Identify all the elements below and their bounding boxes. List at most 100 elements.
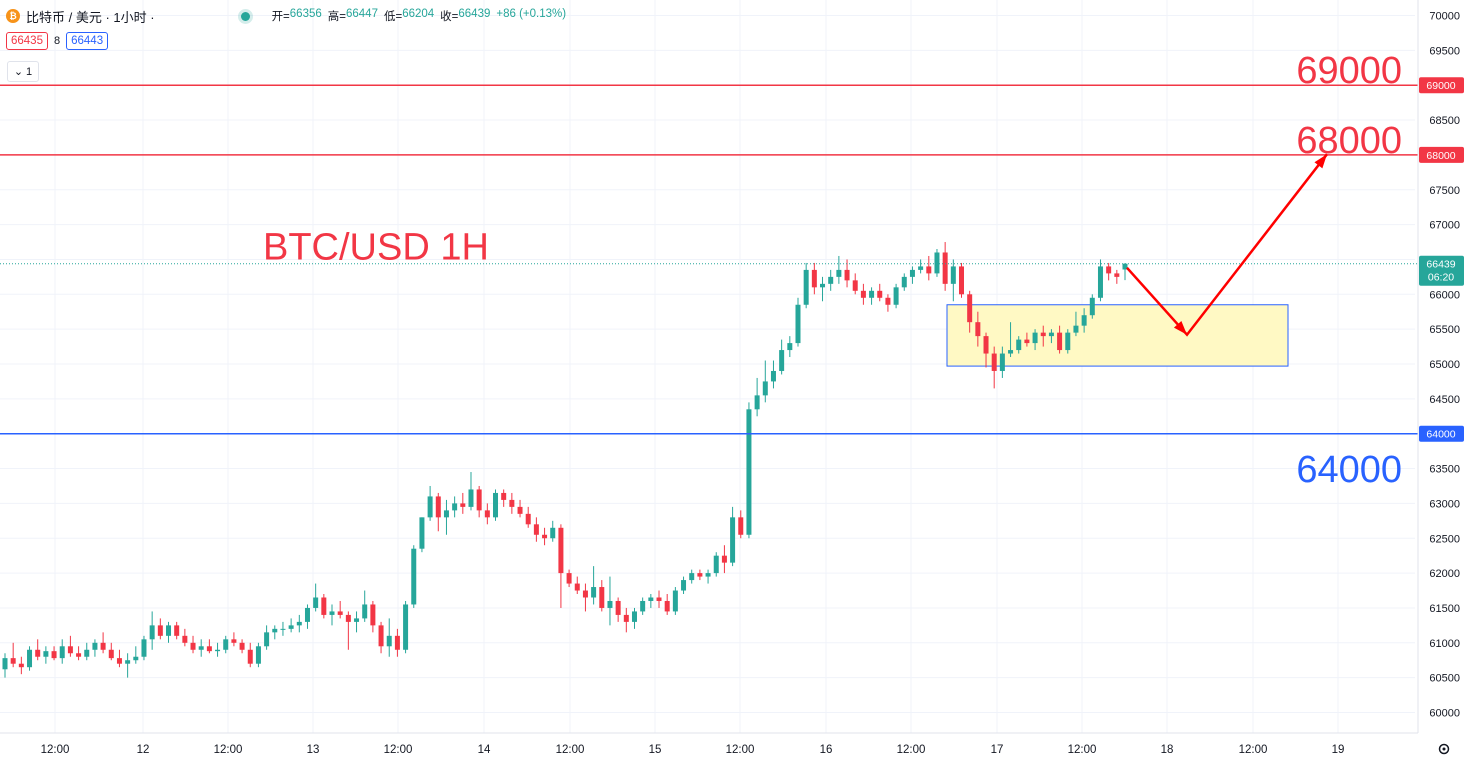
candle-body	[852, 280, 858, 291]
y-tick-label: 62000	[1429, 568, 1460, 580]
candle-body	[705, 573, 711, 577]
candle-body	[304, 607, 310, 622]
candle-body	[901, 276, 907, 288]
level-label-69000: 69000	[1296, 50, 1402, 92]
candle-body	[811, 269, 817, 288]
candle-body	[84, 649, 90, 657]
settings-gear-icon[interactable]	[1438, 743, 1450, 755]
level-tag-69000	[1419, 77, 1464, 94]
candle-body	[1008, 350, 1014, 354]
candle-body	[860, 290, 866, 298]
y-tick-label: 61500	[1429, 603, 1460, 615]
candle-body	[100, 642, 106, 650]
level-tag-68000	[1419, 146, 1464, 163]
candle-body	[1081, 315, 1087, 326]
high-label: 高=	[327, 11, 346, 23]
candle-body	[656, 597, 662, 601]
arrow-head-up	[1314, 154, 1327, 169]
candle-body	[2, 658, 8, 670]
candle-body	[493, 492, 499, 518]
candle-body	[517, 506, 523, 514]
candle-body	[713, 555, 719, 574]
y-tick-label: 65500	[1429, 324, 1460, 336]
candle-body	[640, 600, 646, 612]
candle-body	[591, 587, 597, 598]
indicator-collapse-button[interactable]: ⌄ 1	[7, 61, 39, 82]
level-tag-text: 64000	[1426, 429, 1455, 441]
candle-body	[92, 642, 98, 650]
symbol-legend: ₿ 比特币 / 美元 · 1小时 · 开= 66356 高= 66447 低= 662…	[6, 6, 566, 26]
candle-body	[264, 632, 270, 647]
candle-body	[1032, 332, 1038, 344]
arrow-head-down	[1173, 320, 1187, 335]
candle-body	[141, 639, 147, 657]
candle-body	[958, 266, 964, 295]
candle-body	[746, 409, 752, 535]
candle-body	[443, 510, 449, 518]
candle-body	[1097, 266, 1103, 298]
candle-body	[558, 527, 564, 574]
candle-body	[166, 625, 172, 636]
last-price-value: 66439	[1426, 259, 1455, 271]
candle-body	[869, 290, 875, 298]
candle-body	[1073, 325, 1079, 333]
bitcoin-icon: ₿	[6, 9, 20, 23]
sell-price-button[interactable]: 66435	[6, 32, 48, 50]
candle-body	[1065, 332, 1071, 351]
y-tick-label: 64500	[1429, 394, 1460, 406]
candle-body	[844, 269, 850, 281]
y-tick-label: 70000	[1429, 11, 1460, 23]
candle-body	[280, 628, 286, 630]
candle-body	[803, 269, 809, 305]
candle-body	[378, 625, 384, 647]
y-tick-label: 63000	[1429, 498, 1460, 510]
candle-body	[509, 499, 515, 507]
x-tick-label: 17	[991, 744, 1004, 756]
candle-body	[182, 635, 188, 643]
candle-body	[125, 660, 131, 664]
x-tick-label: 15	[649, 744, 662, 756]
candle-body	[427, 496, 433, 518]
candle-body	[1024, 339, 1030, 344]
candle-body	[460, 503, 466, 507]
candle-body	[918, 266, 924, 270]
open-value: 66356	[289, 8, 322, 20]
x-tick-label: 12	[137, 744, 150, 756]
buy-price-button[interactable]: 66443	[66, 32, 109, 50]
candle-body	[983, 336, 989, 354]
candle-body	[877, 290, 883, 298]
candle-body	[411, 548, 417, 605]
candle-body	[730, 517, 736, 563]
candle-body	[934, 252, 940, 274]
y-tick-label: 65000	[1429, 359, 1460, 371]
candle-body	[689, 573, 695, 581]
settings-gear-center	[1442, 747, 1446, 751]
candle-body	[133, 656, 139, 661]
candle-body	[223, 639, 229, 650]
candle-body	[484, 510, 490, 518]
candle-body	[820, 283, 826, 288]
candle-body	[329, 611, 335, 615]
x-tick-label: 14	[478, 744, 491, 756]
candle-body	[1016, 339, 1022, 351]
low-value: 66204	[402, 8, 435, 20]
candle-body	[362, 604, 368, 619]
candle-body	[582, 590, 588, 598]
candle-body	[288, 625, 294, 629]
candle-body	[885, 297, 891, 305]
y-tick-label: 67000	[1429, 220, 1460, 232]
candle-body	[779, 350, 785, 371]
candle-body	[975, 322, 981, 337]
market-open-dot-icon	[240, 11, 250, 21]
symbol-title[interactable]: 比特币 / 美元 · 1小时 ·	[26, 9, 155, 25]
x-tick-label: 12:00	[897, 744, 926, 756]
candle-body	[35, 649, 41, 657]
x-tick-label: 12:00	[556, 744, 585, 756]
change-value: +86 (+0.13%)	[496, 8, 567, 20]
candle-body	[43, 651, 49, 657]
candle-body	[403, 604, 409, 650]
candle-body	[648, 597, 654, 601]
candle-body	[206, 646, 212, 652]
y-tick-label: 60000	[1429, 708, 1460, 720]
